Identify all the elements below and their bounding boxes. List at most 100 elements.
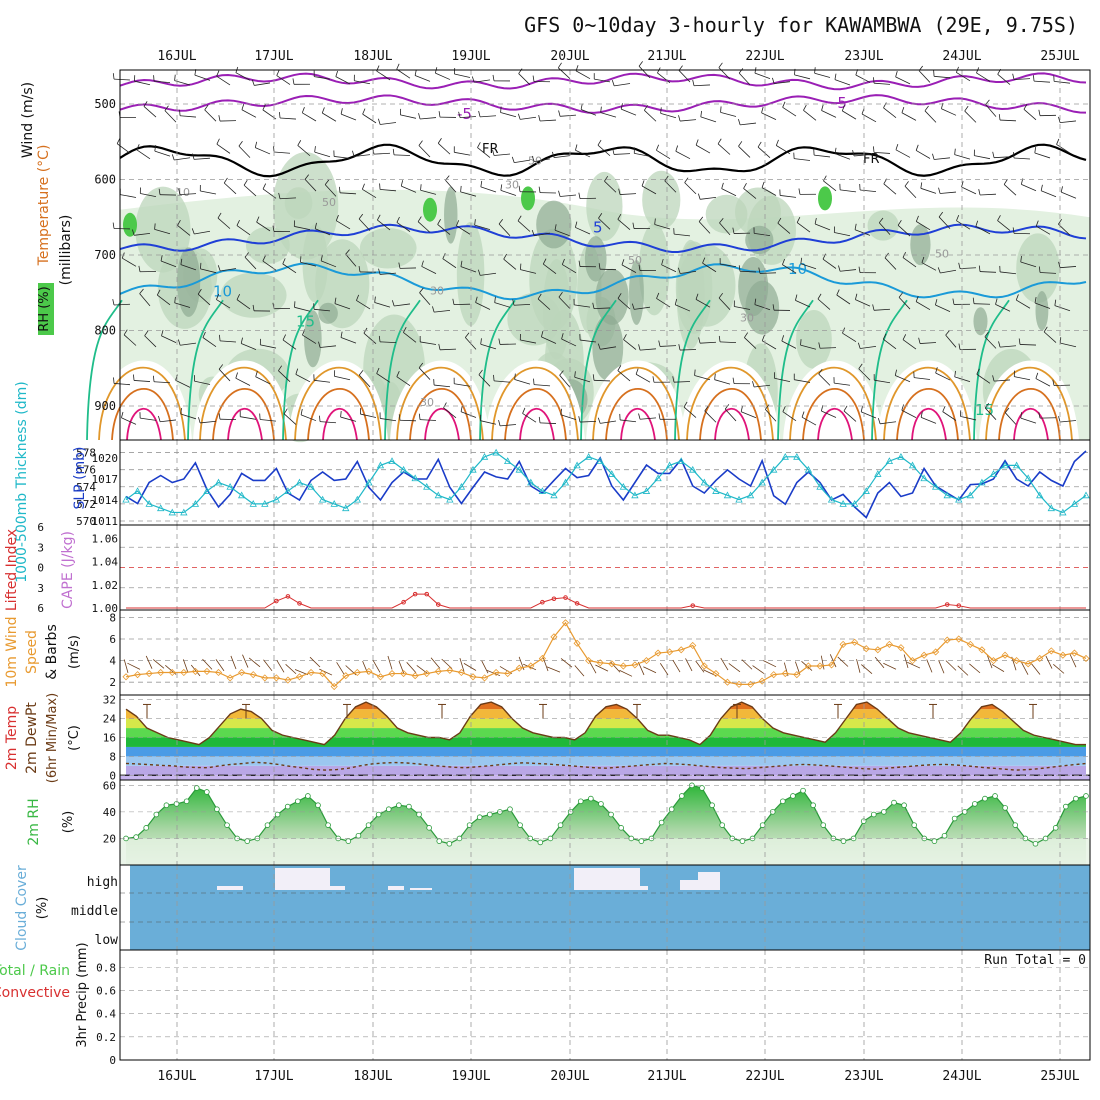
- wind-barb-flag: [692, 79, 695, 86]
- wind-speed-point: [816, 662, 824, 670]
- wind-barb: [283, 413, 297, 425]
- wind-speed-point: [978, 646, 986, 654]
- wind-barb-flag: [191, 228, 195, 235]
- wind-barb: [575, 227, 591, 235]
- rh-70-blob: [521, 186, 535, 211]
- date-tick-label: 23JUL: [844, 49, 883, 64]
- wind-barb: [1021, 183, 1037, 192]
- wind-barb-flag: [658, 340, 661, 347]
- wind-barb: [902, 257, 917, 268]
- wind-barb-flag: [683, 401, 688, 408]
- wind-barb-flag: [477, 269, 481, 276]
- wind-barb: [494, 153, 511, 156]
- wind-barb: [915, 150, 931, 159]
- wind-barb: [823, 180, 837, 192]
- pressure-tick-label: 500: [94, 97, 116, 111]
- wind-speed-point: [1082, 654, 1090, 663]
- wind-barb: [794, 158, 811, 161]
- rh-30-blob: [642, 170, 681, 230]
- cloud-level-label: middle: [71, 904, 118, 919]
- wind-speed-point: [1001, 651, 1009, 659]
- wind-barb: [574, 304, 591, 308]
- wind-barb-flag: [795, 294, 798, 301]
- rh-50-blob: [177, 247, 201, 317]
- wind-barb: [781, 340, 797, 349]
- wind-barb: [380, 272, 397, 275]
- wind-barb: [574, 376, 591, 383]
- wind-barb: [174, 302, 191, 308]
- wind-barb-flag: [538, 416, 541, 423]
- wind-barb: [560, 414, 577, 420]
- wind-barb-10m: [820, 655, 825, 670]
- wind-barb-flag: [761, 106, 764, 113]
- rh-point: [790, 793, 796, 799]
- wind-barb-flag: [474, 219, 476, 226]
- wind-barb: [304, 179, 317, 192]
- rh-70-blob: [123, 212, 137, 237]
- wind-barb: [774, 377, 791, 383]
- rh-point: [426, 825, 432, 831]
- wind-barb: [999, 119, 1017, 122]
- wind-barb: [537, 298, 551, 310]
- thickness-point: [758, 478, 766, 486]
- wind-barb-flag: [437, 138, 442, 144]
- cape-point: [944, 602, 950, 607]
- wind-barb: [617, 219, 631, 230]
- wind-barb-flag: [1058, 218, 1063, 225]
- wind-barb: [443, 407, 457, 419]
- slp-tick-label: 1020: [92, 452, 119, 465]
- wind-barb: [561, 338, 577, 347]
- wind-barb-10m: [481, 660, 489, 674]
- wind-barb: [282, 263, 297, 274]
- rh-point: [1002, 805, 1008, 811]
- wind-barb: [898, 297, 911, 310]
- wind-barb: [821, 110, 837, 118]
- rh-70-blob: [818, 186, 832, 211]
- wind-barb-10m: [309, 656, 321, 668]
- wind-barb: [974, 155, 991, 160]
- wind-barb-flag: [704, 405, 709, 412]
- wind-barb-flag: [494, 296, 496, 303]
- cape-tick-label: 1.06: [92, 533, 119, 546]
- thickness-point: [1001, 461, 1009, 469]
- wind-barb-flag: [554, 224, 557, 231]
- thickness-point: [492, 448, 500, 456]
- rh-point: [385, 806, 392, 813]
- date-tick-label: 25JUL: [1040, 1069, 1079, 1084]
- wind-barb: [554, 229, 571, 237]
- wind-barb: [560, 194, 577, 197]
- wind-speed-point: [238, 668, 246, 677]
- thickness-point: [538, 487, 547, 494]
- rh-point: [638, 838, 645, 844]
- wind-barb: [860, 345, 877, 349]
- wind-barb: [1016, 299, 1031, 309]
- wind-barb: [895, 375, 911, 383]
- wind-barb: [704, 410, 717, 423]
- wind-barb-10m: [372, 660, 381, 673]
- ylabel-rh: RH (%): [37, 286, 52, 331]
- wind-barb-10m: [560, 658, 573, 668]
- wind-barb-10m: [182, 659, 189, 673]
- wind-barb: [843, 410, 857, 422]
- thickness-point: [1024, 474, 1032, 482]
- wind-barb: [300, 261, 317, 267]
- wind-barb-flag: [918, 337, 921, 344]
- wind-speed-point: [955, 635, 963, 643]
- wind-speed-point: [943, 636, 951, 644]
- wind-barb-flag: [873, 146, 875, 153]
- wind-barb-flag: [995, 298, 998, 305]
- wind-barb: [623, 339, 637, 350]
- wind-barb-flag: [718, 292, 724, 299]
- ylabel-rh2m-unit: (%): [61, 811, 76, 834]
- wind-barb: [520, 269, 537, 274]
- wind-barb: [821, 410, 837, 418]
- cape-point: [551, 596, 557, 602]
- wind-speed-point: [908, 657, 917, 665]
- wind-barb: [1020, 417, 1037, 424]
- wind-barb-flag: [437, 219, 441, 225]
- wind-barb-flag: [638, 344, 641, 351]
- wind-barb-flag: [872, 304, 875, 311]
- wind-speed-point: [469, 673, 477, 681]
- wind-barb-10m: [319, 668, 333, 676]
- wind-barb: [334, 375, 351, 381]
